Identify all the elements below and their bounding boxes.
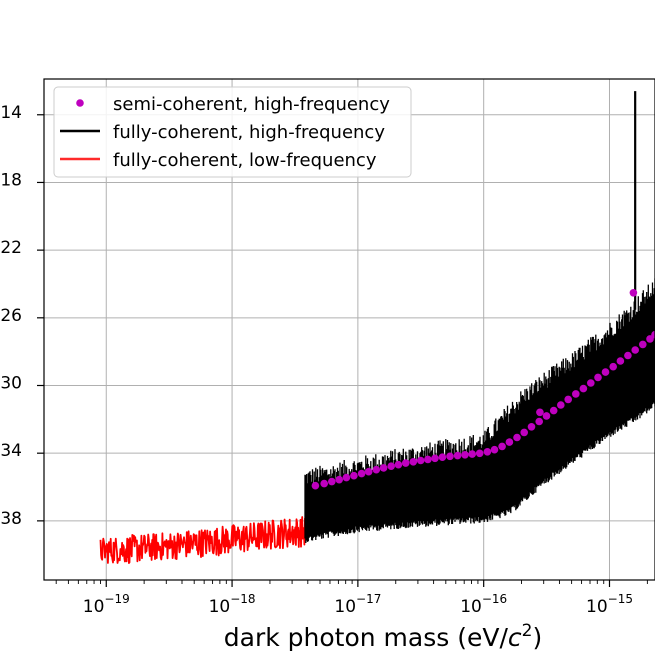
legend-box bbox=[53, 86, 412, 178]
data-point bbox=[557, 401, 565, 409]
data-point bbox=[357, 469, 366, 478]
x-tick-label: 10−15 bbox=[586, 592, 633, 617]
plot-area bbox=[99, 91, 655, 564]
data-point bbox=[387, 462, 396, 471]
jitter-fully-coherent-high-frequency bbox=[304, 278, 655, 543]
data-point bbox=[446, 452, 454, 461]
x-tick-label: 10−18 bbox=[209, 592, 256, 617]
data-point bbox=[505, 438, 514, 446]
data-point bbox=[328, 477, 336, 486]
legend-label-fully-coherent-low: fully-coherent, low-frequency bbox=[113, 150, 377, 171]
data-point bbox=[651, 330, 655, 339]
data-point bbox=[572, 390, 580, 398]
data-point bbox=[535, 417, 543, 426]
data-point bbox=[624, 351, 632, 360]
data-point bbox=[549, 406, 558, 415]
data-point bbox=[527, 423, 536, 431]
legend-label-semi-coherent: semi-coherent, high-frequency bbox=[113, 94, 390, 115]
data-point bbox=[639, 340, 647, 349]
data-point bbox=[594, 373, 602, 382]
data-point bbox=[409, 458, 418, 466]
data-point bbox=[372, 465, 381, 474]
data-point bbox=[431, 454, 439, 463]
data-point bbox=[401, 459, 410, 467]
data-point bbox=[564, 395, 572, 404]
data-point bbox=[335, 475, 344, 484]
data-point bbox=[542, 412, 551, 420]
y-tick-label: −14 bbox=[0, 103, 22, 123]
data-point bbox=[350, 471, 358, 480]
y-tick-label: −26 bbox=[0, 306, 22, 326]
x-tick-label: 10−19 bbox=[83, 592, 130, 617]
data-point bbox=[416, 456, 425, 465]
data-point bbox=[364, 467, 373, 476]
data-point bbox=[631, 346, 639, 354]
x-axis: 10−19 10−18 10−17 10−16 10−15 bbox=[55, 580, 648, 617]
data-point bbox=[609, 362, 617, 371]
x-tick-label: 10−17 bbox=[334, 592, 381, 617]
y-tick-label: −30 bbox=[0, 373, 22, 393]
data-point bbox=[646, 335, 654, 343]
series-fully-coherent-low-frequency bbox=[99, 516, 306, 564]
x-tick-label: 10−16 bbox=[460, 592, 507, 617]
data-point bbox=[498, 442, 506, 451]
legend: semi-coherent, high-frequency fully-cohe… bbox=[53, 86, 412, 178]
y-tick-label: −34 bbox=[0, 441, 22, 461]
data-point bbox=[461, 451, 469, 459]
y-axis: −14 −18 −22 −26 −30 −34 −38 bbox=[0, 103, 44, 529]
data-point bbox=[601, 368, 610, 376]
line-fully-coherent-low-frequency bbox=[99, 516, 306, 564]
data-point bbox=[424, 455, 432, 464]
data-point bbox=[468, 450, 477, 458]
data-point bbox=[342, 473, 351, 482]
data-point bbox=[513, 433, 521, 442]
data-point bbox=[453, 451, 462, 460]
data-point bbox=[475, 449, 484, 458]
data-point bbox=[520, 428, 528, 437]
plot-frame bbox=[43, 78, 655, 581]
data-point bbox=[629, 289, 638, 297]
x-axis-label: dark photon mass (eV/c2) bbox=[224, 621, 542, 652]
y-tick-label: −22 bbox=[0, 238, 22, 258]
data-point bbox=[579, 384, 588, 393]
data-point bbox=[536, 408, 544, 417]
data-point bbox=[394, 460, 403, 469]
series-fully-coherent-high-frequency bbox=[304, 91, 655, 543]
y-tick-label: −38 bbox=[0, 509, 22, 529]
y-tick-label: −18 bbox=[0, 170, 22, 190]
data-point bbox=[311, 481, 320, 490]
data-point bbox=[616, 357, 625, 365]
legend-marker-semi-coherent bbox=[76, 99, 84, 107]
series-semi-coherent-high-frequency bbox=[311, 289, 655, 490]
legend-label-fully-coherent-high: fully-coherent, high-frequency bbox=[113, 122, 385, 143]
data-point bbox=[490, 445, 499, 454]
data-point bbox=[438, 453, 447, 462]
data-point bbox=[483, 448, 492, 456]
data-point bbox=[587, 379, 595, 387]
data-point bbox=[320, 479, 329, 488]
data-point bbox=[379, 464, 388, 472]
